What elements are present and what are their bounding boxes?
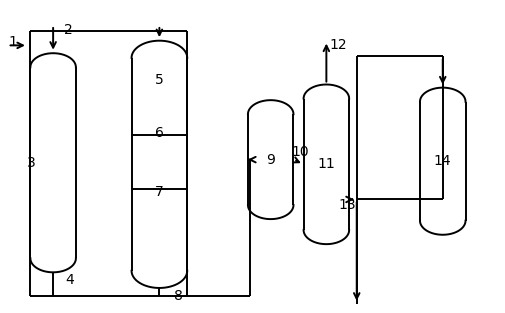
Text: 12: 12 <box>329 38 346 52</box>
Ellipse shape <box>131 254 187 288</box>
Ellipse shape <box>419 207 465 235</box>
Text: 3: 3 <box>27 156 36 170</box>
Text: 8: 8 <box>174 289 183 303</box>
Text: 1: 1 <box>8 35 17 49</box>
Ellipse shape <box>30 244 76 272</box>
Text: 4: 4 <box>65 273 74 287</box>
Text: 2: 2 <box>64 23 73 37</box>
Ellipse shape <box>247 191 293 219</box>
Bar <box>131 58 187 271</box>
Text: 7: 7 <box>155 186 164 199</box>
Ellipse shape <box>131 41 187 75</box>
Text: 11: 11 <box>317 157 335 171</box>
Ellipse shape <box>30 53 76 81</box>
Bar <box>247 114 293 205</box>
Bar <box>419 102 465 221</box>
Ellipse shape <box>419 88 465 116</box>
Text: 9: 9 <box>266 153 275 167</box>
Text: 13: 13 <box>338 198 356 212</box>
Ellipse shape <box>303 85 348 113</box>
Ellipse shape <box>303 216 348 244</box>
Ellipse shape <box>247 100 293 128</box>
Text: 6: 6 <box>155 126 164 140</box>
Text: 5: 5 <box>155 73 164 87</box>
Bar <box>303 99 348 230</box>
Text: 14: 14 <box>433 154 450 168</box>
Text: 10: 10 <box>291 145 309 159</box>
Bar <box>30 67 76 258</box>
